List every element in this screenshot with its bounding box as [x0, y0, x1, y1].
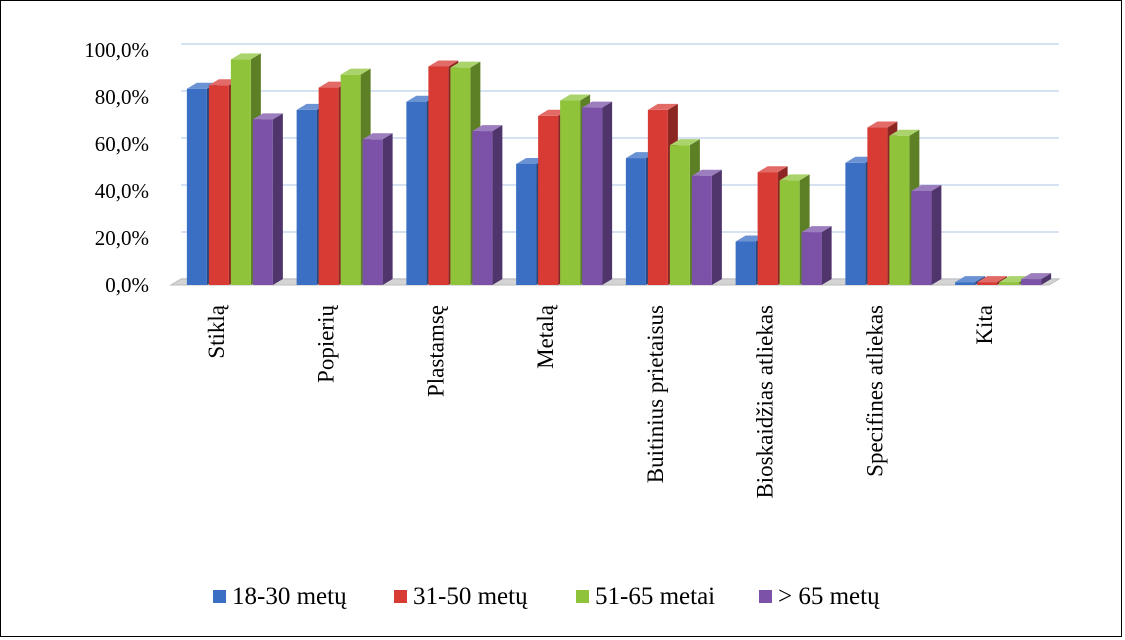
legend-swatch [394, 590, 407, 603]
bar [1021, 273, 1052, 285]
bar-front [977, 282, 998, 285]
legend-label: 18-30 metų [232, 583, 347, 610]
bar-side [602, 101, 613, 285]
bar-top [428, 60, 459, 67]
bar-side [711, 169, 722, 285]
y-tick-label: 100,0% [84, 38, 149, 62]
bar-front [911, 191, 932, 285]
bar-front [252, 119, 273, 285]
bar-front [801, 232, 822, 285]
bar [582, 101, 613, 285]
bar-front [955, 282, 976, 285]
bar [472, 125, 503, 285]
y-tick-label: 60,0% [95, 132, 149, 156]
bar-front [735, 241, 756, 285]
bar-front [669, 145, 690, 285]
bar-front [625, 158, 646, 285]
bar-front [406, 101, 427, 285]
bar-side [272, 113, 283, 285]
bar-top [582, 101, 613, 108]
bars [186, 53, 1052, 286]
bar-front [757, 172, 778, 285]
bar [691, 169, 722, 285]
floor-plane [169, 278, 1061, 286]
bar-front [538, 115, 559, 285]
bar-front [647, 109, 668, 285]
bar-front [450, 67, 471, 285]
y-axis-ticks: 0,0% 20,0% 40,0% 60,0% 80,0% 100,0% [84, 38, 149, 297]
bar-front [230, 59, 251, 286]
bar-top [340, 68, 371, 75]
bar-front [691, 175, 712, 285]
x-category-label: Buitinius prietaisus [643, 305, 668, 483]
bar-top [362, 133, 393, 140]
bar-side [382, 133, 393, 285]
bar-front [582, 107, 603, 285]
bar-front [428, 66, 449, 285]
bar [252, 113, 283, 285]
bar-top [472, 125, 503, 132]
bar-top [977, 276, 1008, 283]
bar-front [296, 109, 317, 285]
bar-front [779, 180, 800, 285]
y-tick-label: 80,0% [95, 85, 149, 109]
legend-swatch [576, 590, 589, 603]
bar-front [999, 282, 1020, 285]
bar-top [955, 276, 986, 283]
bar-top [647, 103, 678, 110]
bar-top [911, 185, 942, 191]
bar-top [867, 121, 898, 128]
x-category-label: Metalą [533, 304, 558, 369]
bar [362, 133, 393, 285]
bar-front [340, 74, 361, 285]
legend-swatch [759, 590, 772, 603]
x-category-label: Stiklą [204, 304, 229, 358]
bar-side [821, 226, 832, 285]
x-category-label: Kita [972, 305, 997, 345]
bar-front [208, 85, 229, 285]
bar-front [186, 88, 207, 286]
bar-top [450, 61, 481, 68]
bar-front [318, 87, 339, 285]
bar-front [867, 127, 888, 285]
bar-side [1041, 273, 1052, 285]
bar-front [845, 162, 866, 285]
x-axis-categories: Stiklą Popierių Plastamsę Metalą Buitinius p… [204, 304, 997, 498]
bar-top [1021, 273, 1052, 280]
y-tick-label: 40,0% [95, 179, 149, 203]
bar-top [252, 113, 283, 120]
bar-front [560, 100, 581, 286]
bar-side [492, 125, 503, 285]
bar-top [691, 169, 722, 176]
bar-top [801, 226, 832, 233]
legend: 18-30 metų 31-50 metų 51-65 metai > 65 metų [213, 583, 880, 610]
bar-top [230, 53, 261, 60]
bar-top [669, 139, 700, 146]
legend-label: 31-50 metų [413, 583, 528, 610]
bar-side [931, 185, 942, 285]
bar-top [779, 174, 810, 181]
x-category-label: Bioskaidžias atliekas [753, 305, 778, 499]
bar-top [889, 129, 920, 136]
bar-front [516, 163, 537, 285]
bar [911, 185, 942, 285]
bar-front [472, 131, 493, 285]
y-tick-label: 0,0% [105, 273, 149, 297]
bar [801, 226, 832, 285]
bar-top [757, 166, 788, 173]
legend-label: > 65 metų [778, 583, 880, 610]
x-category-label: Specifines atliekas [862, 305, 887, 477]
x-category-label: Plastamsę [423, 305, 448, 397]
y-tick-label: 20,0% [95, 226, 149, 250]
chart-floor [169, 278, 1061, 286]
bar-front [889, 135, 910, 285]
legend-swatch [213, 590, 226, 603]
legend-label: 51-65 metai [595, 583, 715, 610]
bar-front [362, 139, 383, 285]
bar-front [1021, 279, 1042, 285]
x-category-label: Popierių [314, 305, 339, 383]
bar-top [560, 94, 591, 101]
